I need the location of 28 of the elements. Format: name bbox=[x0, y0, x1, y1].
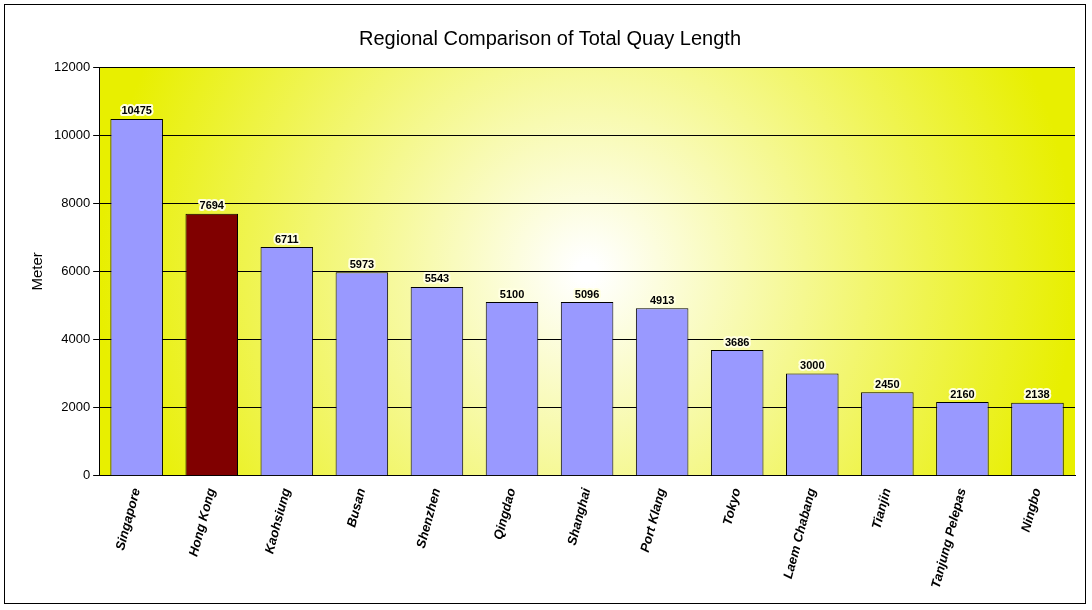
x-tick-label: Tianjin bbox=[868, 486, 894, 531]
y-tick-label: 10000 bbox=[53, 126, 91, 142]
y-tick-label: 6000 bbox=[61, 262, 91, 278]
y-axis-title: Meter bbox=[28, 252, 46, 291]
x-tick-label: Ningbo bbox=[1017, 486, 1044, 534]
data-label: 2450 bbox=[875, 377, 900, 390]
x-tick-label: Tokyo bbox=[719, 486, 744, 527]
data-label: 5096 bbox=[574, 287, 600, 300]
data-label: 4913 bbox=[649, 293, 675, 306]
data-label: 5100 bbox=[499, 287, 525, 300]
data-label: 5543 bbox=[424, 272, 450, 285]
chart-title: Regional Comparison of Total Quay Length bbox=[358, 26, 742, 49]
data-label: 10475 bbox=[121, 104, 152, 117]
y-tick-label: 12000 bbox=[53, 58, 91, 74]
x-tick-label: Busan bbox=[343, 486, 369, 529]
data-label: 5973 bbox=[349, 257, 375, 270]
x-tick-label: Qingdao bbox=[490, 486, 519, 542]
data-label: 3000 bbox=[800, 359, 825, 372]
y-tick-label: 4000 bbox=[61, 331, 91, 347]
y-tick-label: 0 bbox=[82, 467, 91, 483]
data-label: 6711 bbox=[274, 232, 299, 245]
data-label: 2160 bbox=[950, 387, 975, 400]
x-tick-label: Port Klang bbox=[636, 486, 669, 554]
x-tick-label: Hong Kong bbox=[185, 486, 219, 559]
data-label: 2138 bbox=[1025, 388, 1050, 401]
y-tick-label: 8000 bbox=[61, 194, 91, 210]
y-tick-label: 2000 bbox=[61, 399, 91, 415]
x-tick-label: Shanghai bbox=[563, 486, 594, 547]
